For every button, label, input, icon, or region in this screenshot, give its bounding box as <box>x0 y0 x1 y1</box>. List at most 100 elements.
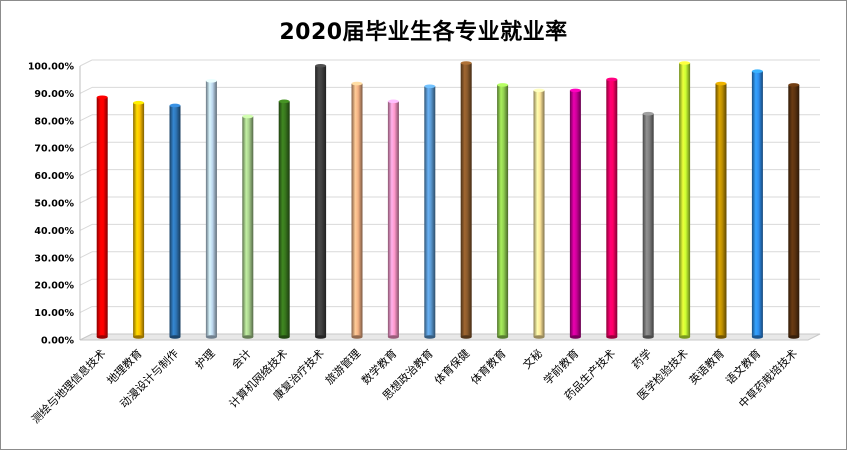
bar-base <box>569 335 581 339</box>
bar <box>533 88 545 339</box>
bar-base <box>679 335 691 339</box>
x-tick-label: 测绘与地理信息技术 <box>28 346 108 426</box>
y-tick-label: 10.00% <box>34 308 74 319</box>
y-tick-labels: 0.00% 10.00% 20.00% 30.00% 40.00% 50.00% 60.00… <box>28 62 75 347</box>
bar-body <box>460 63 472 337</box>
x-tick-label: 护理 <box>192 346 217 371</box>
bar-body <box>642 113 654 337</box>
grid-line-side <box>79 306 93 314</box>
bar <box>387 99 399 339</box>
x-tick-label: 会计 <box>229 347 254 372</box>
bar-base <box>497 335 509 339</box>
bar-cap <box>788 83 800 87</box>
bar <box>788 83 800 339</box>
bar <box>205 79 217 339</box>
x-tick-label: 体育教育 <box>468 346 509 387</box>
bar-body <box>533 90 545 338</box>
bar <box>278 99 290 339</box>
bar <box>169 103 181 339</box>
bar-base <box>315 335 327 339</box>
bar-body <box>133 102 145 337</box>
grid-line-side <box>79 223 93 231</box>
y-tick-label: 60.00% <box>34 171 74 182</box>
axes <box>79 66 821 341</box>
chart-title: 2020届毕业生各专业就业率 <box>279 20 568 45</box>
grid-line-side <box>79 141 93 149</box>
bar <box>242 114 254 339</box>
bar-base <box>205 335 217 339</box>
bar-base <box>533 335 545 339</box>
x-tick-label: 英语教育 <box>686 346 727 387</box>
bar-cap <box>278 99 290 104</box>
bar-body <box>351 83 363 337</box>
bar <box>751 69 763 339</box>
bar-body <box>387 101 399 337</box>
y-tick-label: 30.00% <box>34 253 74 264</box>
bar <box>715 81 727 339</box>
y-tick-label: 0.00% <box>41 336 74 347</box>
bar-body <box>205 80 217 337</box>
bar-base <box>642 335 654 339</box>
bar-cap <box>387 99 399 104</box>
bar-base <box>751 335 763 339</box>
y-tick-label: 90.00% <box>34 89 74 100</box>
bar <box>424 84 436 339</box>
bar-base <box>169 335 181 339</box>
y-tick-label: 80.00% <box>34 116 74 127</box>
chart-floor <box>79 333 821 341</box>
bar-base <box>351 335 363 339</box>
bar <box>642 111 654 339</box>
y-tick-label: 20.00% <box>34 281 74 292</box>
bar-cap <box>351 81 363 86</box>
bar <box>606 77 618 339</box>
x-tick-label: 体育保健 <box>431 346 472 387</box>
bar-base <box>606 335 618 339</box>
bar-body <box>169 105 181 337</box>
bar-cap <box>242 114 254 119</box>
bar-base <box>715 335 727 339</box>
bar-base <box>242 335 254 339</box>
bar <box>497 83 509 339</box>
bar-cap <box>205 79 217 83</box>
bar-body <box>751 71 763 337</box>
bar <box>133 100 145 339</box>
y-tick-label: 100.00% <box>28 62 75 73</box>
grid-lines <box>79 59 820 341</box>
bar-body <box>497 84 509 337</box>
bar <box>351 81 363 339</box>
bar-base <box>424 335 436 339</box>
bar <box>679 61 691 339</box>
bar-body <box>278 101 290 337</box>
bar <box>460 61 472 339</box>
bar-body <box>569 90 581 338</box>
y-tick-label: 50.00% <box>34 199 74 210</box>
bar-cap <box>642 111 654 116</box>
bar-base <box>460 335 472 339</box>
grid-line-side <box>79 251 93 259</box>
grid-line-side <box>79 278 93 286</box>
bar-base <box>788 335 800 339</box>
bar <box>315 63 327 339</box>
bar-body <box>679 63 691 337</box>
bar-body <box>424 86 436 337</box>
y-tick-label: 70.00% <box>34 144 74 155</box>
bar-cap <box>715 81 727 86</box>
grid-line-side <box>79 169 93 177</box>
bar-cap <box>424 84 436 89</box>
y-tick-label: 40.00% <box>34 226 74 237</box>
x-tick-label: 文秘 <box>520 346 545 371</box>
bar-body <box>315 65 327 338</box>
bar-cap <box>679 61 691 65</box>
bar-body <box>606 79 618 337</box>
bar-base <box>278 335 290 339</box>
x-tick-label: 药学 <box>629 346 654 371</box>
bar <box>569 88 581 339</box>
bar-cap <box>96 95 108 100</box>
bar-cap <box>533 88 545 93</box>
bar-cap <box>606 77 618 82</box>
bar-body <box>96 97 108 337</box>
bar-base <box>96 335 108 339</box>
grid-line-side <box>79 196 93 204</box>
